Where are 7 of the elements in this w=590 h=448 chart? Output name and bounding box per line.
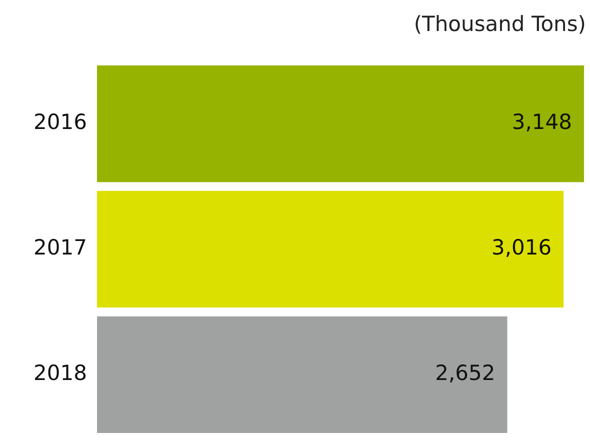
x-axis-title: (Thousand Tons) (414, 12, 586, 36)
y-tick-label: 2017 (34, 236, 87, 260)
data-label: 2,652 (435, 361, 496, 386)
y-tick-label: 2016 (34, 110, 87, 134)
data-label: 3,148 (512, 110, 572, 134)
data-label: 3,016 (491, 236, 552, 260)
y-tick-label: 2018 (34, 361, 87, 386)
